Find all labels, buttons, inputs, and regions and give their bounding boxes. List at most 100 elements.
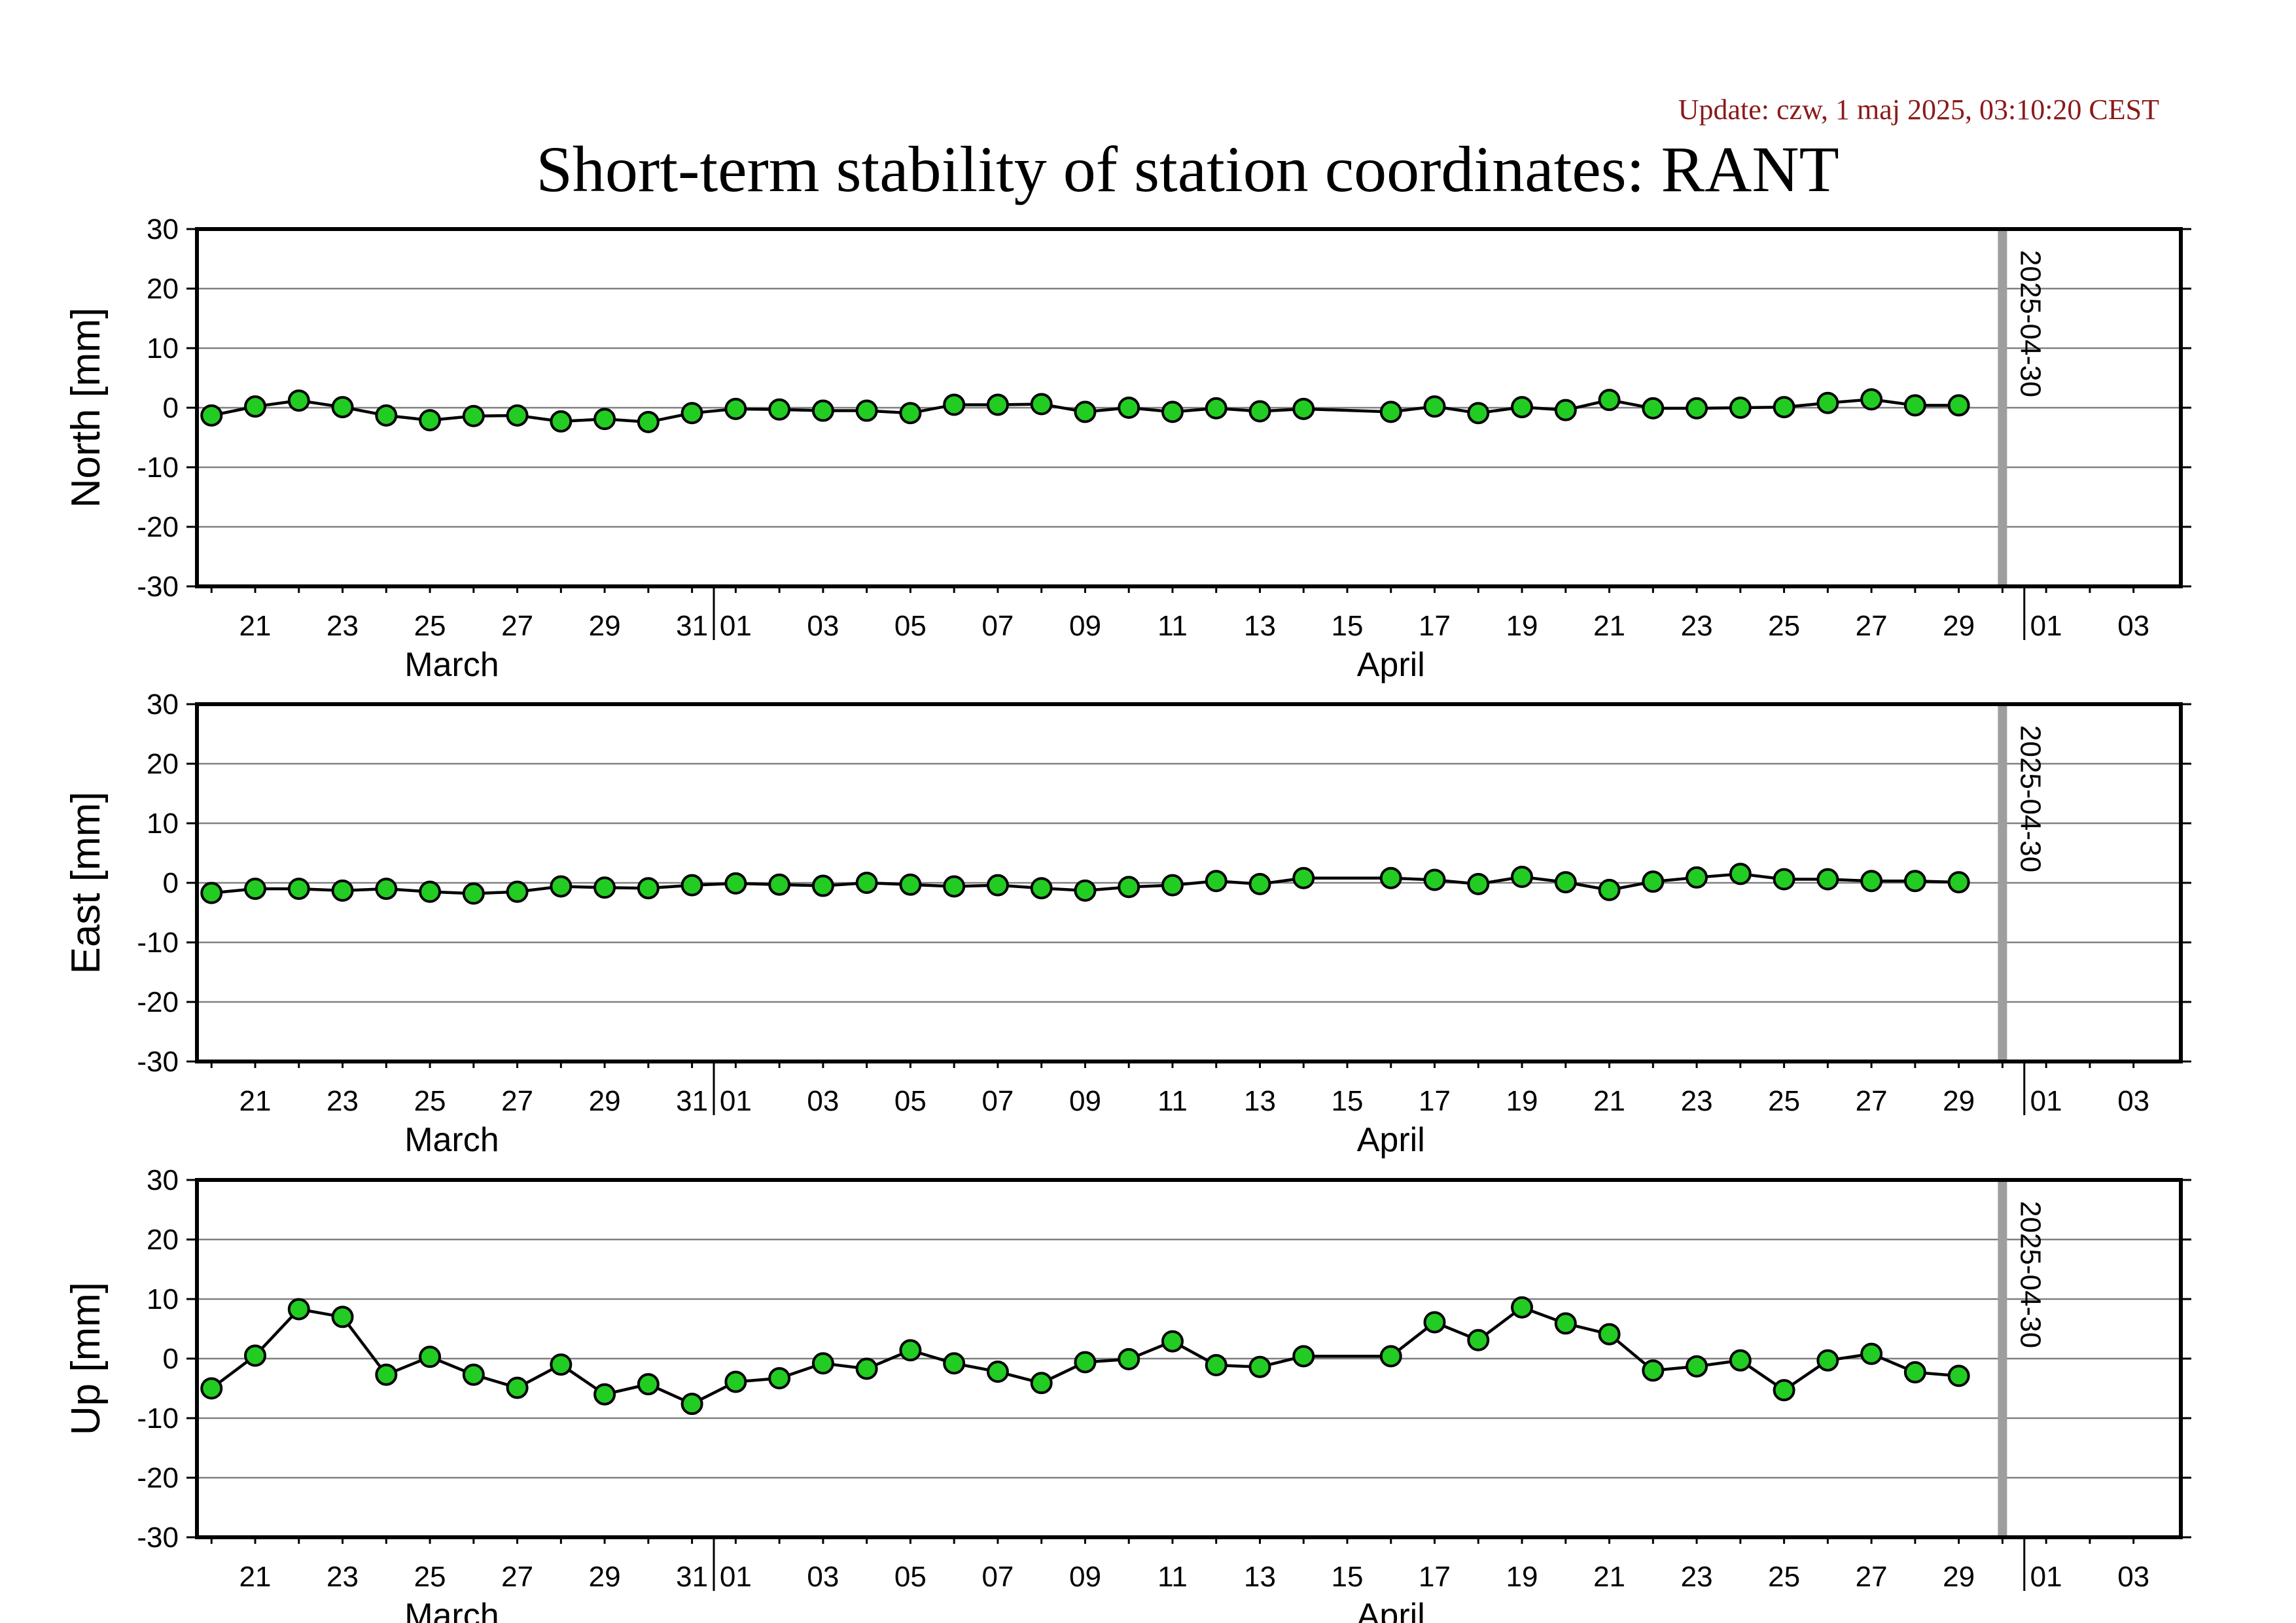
data-point	[680, 402, 703, 425]
data-point	[419, 409, 442, 432]
data-point	[1773, 868, 1795, 891]
x-tick-label: 23	[1681, 1085, 1713, 1117]
data-point	[1467, 402, 1490, 425]
data-point	[200, 404, 223, 427]
data-point	[899, 1339, 922, 1362]
x-tick-label: 15	[1332, 610, 1364, 642]
reference-line-label: 2025-04-30	[2014, 250, 2046, 397]
data-point	[1030, 1372, 1053, 1395]
x-tick-label: 19	[1506, 610, 1538, 642]
x-tick-label: 17	[1419, 610, 1451, 642]
y-tick-label: 20	[147, 273, 179, 305]
y-tick-label: -30	[137, 1522, 179, 1554]
month-label: March	[404, 1121, 499, 1159]
month-label: April	[1357, 646, 1425, 684]
y-tick-label: 30	[147, 1164, 179, 1196]
panels: 2025-04-30 30 20 10 0 -10 -20 -30 North [mm] 21 23…	[63, 213, 2191, 1623]
data-point	[811, 874, 834, 897]
data-point	[550, 875, 573, 898]
data-point	[1947, 871, 1970, 894]
series-line	[210, 1306, 1959, 1406]
x-tick-label: 23	[1681, 1561, 1713, 1593]
panel-east: 2025-04-30 30 20 10 0 -10 -20 -30 East [mm] 21 23 2…	[63, 688, 2191, 1159]
series-line	[211, 872, 1959, 895]
data-point	[1860, 870, 1883, 893]
x-tick-label: 27	[501, 1085, 533, 1117]
data-point	[724, 397, 747, 420]
data-point	[593, 408, 616, 431]
data-point	[943, 393, 966, 416]
data-point	[855, 399, 878, 422]
y-tick-label: 10	[147, 808, 179, 840]
data-point	[1205, 1354, 1227, 1377]
data-point	[680, 1393, 703, 1416]
data-point	[1511, 865, 1534, 888]
y-tick-label: 0	[163, 392, 179, 424]
x-tick-label: 29	[589, 1561, 621, 1593]
month-label: April	[1357, 1597, 1425, 1623]
x-tick-label: 09	[1069, 1085, 1101, 1117]
y-tick-label: 20	[147, 748, 179, 780]
data-point	[1816, 1349, 1839, 1372]
chart-title: Short-term stability of station coordina…	[536, 133, 1839, 205]
data-point	[943, 1352, 966, 1375]
update-timestamp: Update: czw, 1 maj 2025, 03:10:20 CEST	[1678, 94, 2159, 126]
x-tick-label: 21	[1593, 1085, 1625, 1117]
data-point	[462, 1363, 485, 1386]
data-point	[1947, 394, 1970, 417]
data-point	[1598, 1323, 1621, 1346]
y-tick-label: 10	[147, 1283, 179, 1315]
reference-line	[1998, 229, 2007, 586]
data-point	[1903, 870, 1926, 893]
data-point	[550, 410, 573, 433]
data-point	[899, 873, 922, 896]
data-point	[1379, 401, 1402, 423]
data-point	[811, 399, 834, 422]
data-point	[506, 880, 529, 903]
reference-line	[1998, 704, 2007, 1061]
data-point	[244, 1344, 267, 1367]
x-tick-label: 27	[501, 1561, 533, 1593]
data-point	[768, 398, 791, 421]
data-point	[462, 404, 485, 427]
x-tick-label: 25	[414, 1561, 446, 1593]
x-tick-label: 05	[894, 1561, 927, 1593]
data-point	[1554, 1312, 1577, 1335]
data-point	[1773, 396, 1795, 419]
data-point	[811, 1352, 834, 1375]
x-tick-label: 31	[676, 1085, 708, 1117]
y-tick-label: 30	[147, 213, 179, 245]
data-point	[287, 389, 310, 412]
data-point	[1686, 1355, 1708, 1378]
data-point	[1554, 399, 1577, 421]
x-tick-label: 27	[1856, 1085, 1888, 1117]
data-point	[1686, 397, 1708, 419]
data-point	[506, 404, 529, 427]
x-tick-label: 29	[1943, 1561, 1975, 1593]
data-point	[200, 882, 223, 904]
data-point	[1030, 393, 1053, 416]
x-tick-label: 13	[1244, 1085, 1276, 1117]
panel-north: 2025-04-30 30 20 10 0 -10 -20 -30 North [mm] 21 23…	[63, 213, 2191, 684]
x-tick-label: 05	[894, 610, 927, 642]
data-point	[1686, 866, 1708, 889]
data-point	[637, 1373, 660, 1396]
x-tick-label: 03	[807, 1085, 839, 1117]
data-point	[1205, 397, 1227, 419]
data-point	[1030, 877, 1053, 900]
data-point	[506, 1376, 529, 1399]
month-label: March	[404, 1597, 499, 1623]
reference-line-label: 2025-04-30	[2014, 1201, 2046, 1348]
x-tick-label: 19	[1506, 1561, 1538, 1593]
x-tick-label: 27	[501, 610, 533, 642]
x-tick-label: 21	[239, 1085, 272, 1117]
data-point	[855, 1357, 878, 1380]
x-tick-label: 25	[414, 610, 446, 642]
data-point	[724, 1370, 747, 1393]
data-point	[419, 1346, 442, 1368]
y-tick-label: 30	[147, 688, 179, 721]
x-tick-label: 11	[1157, 1561, 1188, 1593]
data-point	[593, 876, 616, 899]
y-tick-label: -30	[137, 1046, 179, 1078]
x-tick-label: 31	[676, 1561, 708, 1593]
